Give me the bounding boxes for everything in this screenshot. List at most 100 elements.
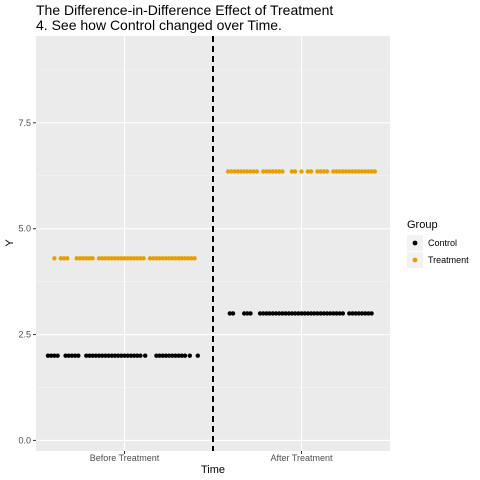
data-point-control	[264, 311, 269, 316]
data-point-control	[321, 311, 326, 316]
data-point-treatment	[131, 256, 137, 261]
data-point-control	[292, 311, 298, 316]
data-point-treatment	[299, 169, 304, 174]
legend: Group Control Treatment	[407, 219, 469, 268]
data-point-treatment	[226, 169, 231, 174]
data-point-treatment	[343, 169, 349, 174]
data-point-treatment	[96, 256, 102, 261]
data-point-treatment	[305, 169, 311, 174]
data-point-treatment	[87, 256, 92, 261]
data-point-treatment	[324, 169, 330, 174]
data-point-control	[324, 311, 330, 316]
data-point-control	[176, 353, 181, 358]
data-point-control	[179, 353, 184, 358]
data-point-treatment	[315, 169, 320, 174]
data-point-treatment	[128, 256, 134, 261]
data-point-control	[305, 311, 311, 316]
data-point-control	[312, 311, 317, 316]
data-point-treatment	[52, 256, 57, 261]
chart-title-line-2: 4. See how Control changed over Time.	[36, 17, 282, 33]
data-point-treatment	[331, 169, 336, 174]
data-point-control	[347, 311, 352, 316]
data-point-treatment	[353, 169, 358, 174]
data-point-control	[109, 353, 115, 358]
data-point-treatment	[235, 169, 240, 174]
data-point-control	[340, 311, 346, 316]
data-point-control	[87, 353, 92, 358]
y-tick-label: 2.5	[18, 330, 31, 340]
data-point-treatment	[347, 169, 352, 174]
data-point-treatment	[170, 256, 175, 261]
data-point-treatment	[369, 169, 374, 174]
data-point-control	[296, 311, 301, 316]
data-point-treatment	[264, 169, 269, 174]
x-axis-title: Time	[201, 464, 225, 476]
data-point-treatment	[232, 169, 237, 174]
data-point-treatment	[289, 169, 295, 174]
data-point-control	[76, 353, 81, 358]
data-point-treatment	[157, 256, 162, 261]
data-point-treatment	[135, 256, 140, 261]
data-point-treatment	[160, 256, 165, 261]
data-point-treatment	[192, 256, 197, 261]
data-point-treatment	[189, 256, 194, 261]
data-point-control	[45, 353, 51, 358]
data-point-control	[277, 311, 282, 316]
data-point-control	[369, 311, 374, 316]
data-point-control	[112, 353, 118, 358]
data-point-treatment	[321, 169, 326, 174]
data-point-control	[154, 353, 159, 358]
data-point-control	[106, 353, 111, 358]
data-point-treatment	[186, 256, 191, 261]
data-point-control	[283, 311, 288, 316]
data-point-control	[334, 311, 339, 316]
data-point-treatment	[90, 256, 95, 261]
data-point-control	[286, 311, 291, 316]
data-point-control	[135, 353, 140, 358]
data-point-control	[366, 311, 371, 316]
data-point-control	[100, 353, 105, 358]
y-tick-label: 0.0	[18, 435, 31, 445]
y-tick-label: 7.5	[18, 118, 31, 128]
data-point-control	[257, 311, 263, 316]
data-point-treatment	[103, 256, 108, 261]
data-point-treatment	[166, 256, 172, 261]
data-point-treatment	[372, 169, 377, 174]
data-point-treatment	[154, 256, 159, 261]
legend-key-control	[412, 240, 418, 246]
data-point-control	[363, 311, 368, 316]
data-point-treatment	[151, 256, 156, 261]
data-point-treatment	[245, 169, 250, 174]
axes: 0.0 2.5 5.0 7.5 Before Treatment After Treatm…	[18, 118, 333, 463]
data-point-control	[103, 353, 108, 358]
data-point-control	[280, 311, 285, 316]
data-point-control	[299, 311, 304, 316]
data-point-control	[72, 353, 78, 358]
data-point-treatment	[238, 169, 244, 174]
data-point-control	[119, 353, 124, 358]
data-point-control	[227, 311, 232, 316]
data-point-control	[138, 353, 143, 358]
data-point-control	[230, 311, 236, 316]
data-point-control	[242, 311, 247, 316]
data-point-treatment	[147, 256, 153, 261]
data-point-treatment	[251, 169, 256, 174]
data-points	[45, 169, 377, 358]
data-point-control	[66, 353, 71, 358]
data-point-treatment	[65, 256, 70, 261]
data-point-control	[170, 353, 175, 358]
data-point-treatment	[308, 169, 314, 174]
legend-title: Group	[407, 219, 438, 231]
data-point-control	[49, 353, 54, 358]
data-point-treatment	[229, 169, 234, 174]
data-point-treatment	[163, 256, 169, 261]
data-point-control	[163, 353, 169, 358]
data-point-treatment	[176, 256, 181, 261]
legend-label-treatment: Treatment	[428, 255, 469, 265]
data-point-control	[125, 353, 130, 358]
data-point-control	[128, 353, 134, 358]
data-point-treatment	[242, 169, 247, 174]
data-point-control	[350, 311, 355, 316]
data-point-control	[315, 311, 320, 316]
